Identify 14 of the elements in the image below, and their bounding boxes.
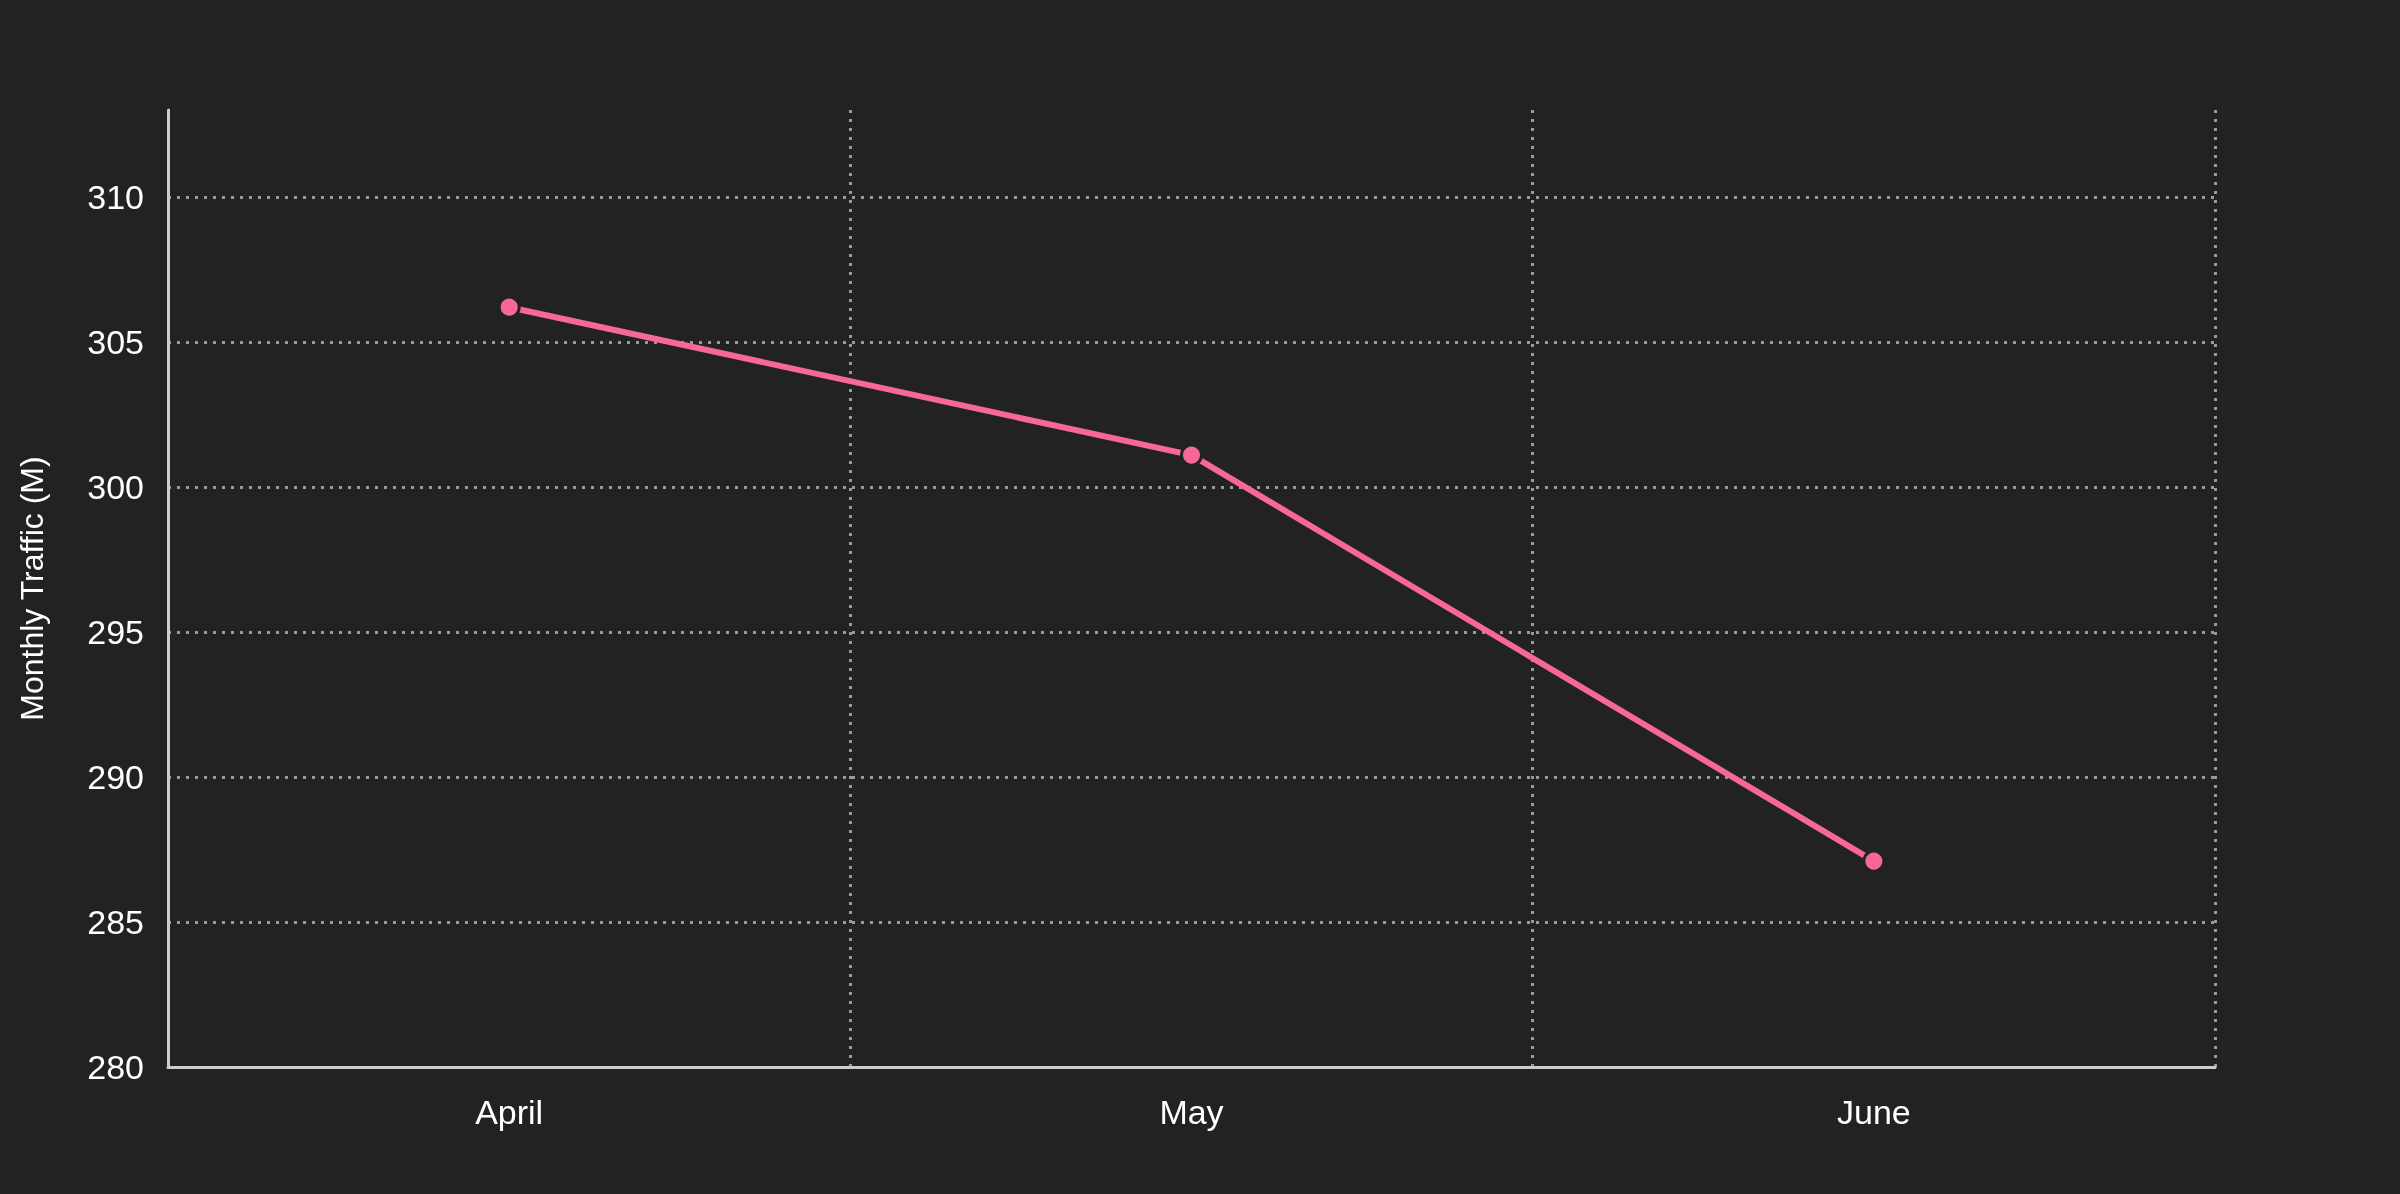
y-tick-label: 300 — [87, 468, 144, 506]
y-tick-label: 290 — [87, 758, 144, 796]
y-tick-label: 310 — [87, 178, 144, 216]
y-tick-label: 285 — [87, 903, 144, 941]
x-tick-label: May — [1159, 1093, 1224, 1131]
point — [1862, 849, 1886, 873]
point — [1180, 443, 1203, 467]
y-tick-label: 305 — [87, 323, 144, 361]
y-axis-title: Monthly Traffic (M) — [14, 456, 50, 721]
x-tick-label: April — [475, 1093, 544, 1131]
y-tick-label: 295 — [87, 613, 144, 651]
point — [497, 295, 521, 319]
y-tick-label: 280 — [87, 1048, 144, 1086]
x-tick-label: June — [1836, 1093, 1911, 1131]
